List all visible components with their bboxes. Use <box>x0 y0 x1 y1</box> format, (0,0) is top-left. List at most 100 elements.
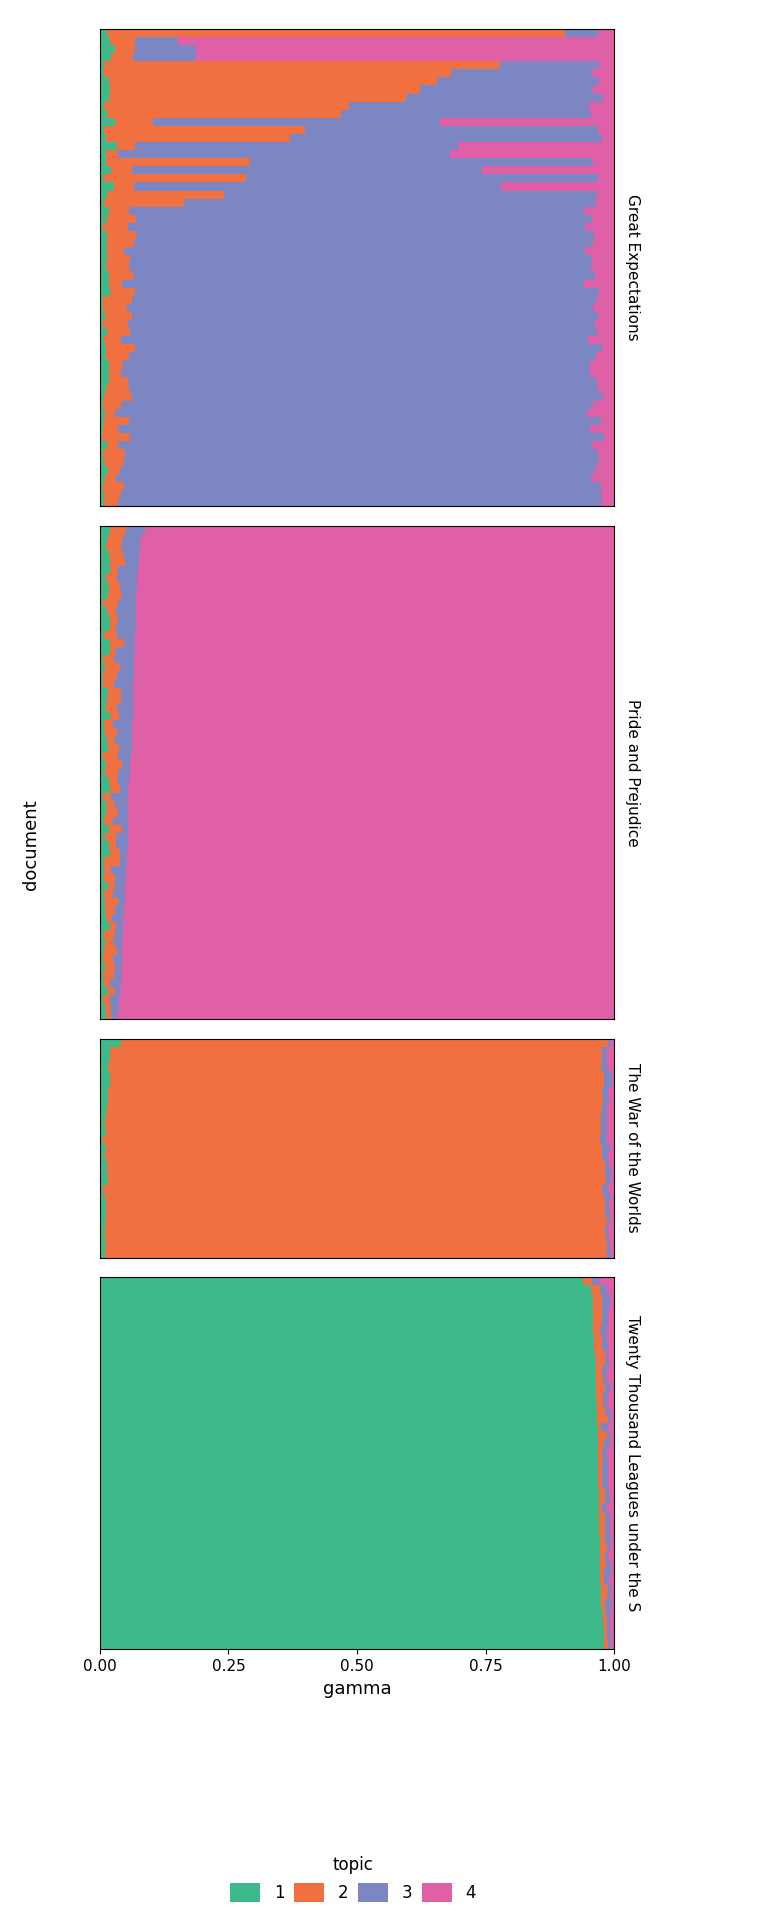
Bar <box>106 914 111 922</box>
Bar <box>593 240 614 248</box>
Bar <box>106 760 122 768</box>
Bar <box>100 434 102 442</box>
Bar <box>178 36 614 44</box>
Bar <box>601 1601 604 1609</box>
Bar <box>611 1039 614 1046</box>
Bar <box>564 29 598 36</box>
Bar <box>100 1233 105 1242</box>
Bar <box>100 1087 108 1096</box>
Bar <box>100 255 107 263</box>
Bar <box>106 150 118 157</box>
Bar <box>588 336 614 344</box>
Bar <box>106 1217 607 1225</box>
Bar <box>132 167 482 175</box>
Bar <box>110 526 126 534</box>
Bar <box>611 1642 614 1649</box>
Bar <box>108 1064 601 1071</box>
Bar <box>100 1104 108 1112</box>
Bar <box>114 655 134 664</box>
Bar <box>600 1561 607 1569</box>
Bar <box>100 922 110 931</box>
Bar <box>100 29 107 36</box>
Bar <box>127 841 614 849</box>
Bar <box>123 534 141 541</box>
Bar <box>608 1087 614 1096</box>
Bar <box>601 1185 607 1192</box>
Bar <box>103 296 131 303</box>
Bar <box>595 198 614 207</box>
Bar <box>100 296 103 303</box>
Bar <box>602 497 614 507</box>
Bar <box>110 647 116 655</box>
Bar <box>100 720 104 728</box>
Bar <box>130 760 614 768</box>
Bar <box>100 376 109 384</box>
Bar <box>598 1430 607 1440</box>
Bar <box>500 61 599 69</box>
Bar <box>100 1480 598 1488</box>
Bar <box>104 962 115 972</box>
Bar <box>100 599 103 607</box>
Bar <box>600 1544 607 1553</box>
Bar <box>601 1064 607 1071</box>
Bar <box>110 622 116 632</box>
Bar <box>604 1569 611 1576</box>
Bar <box>106 344 135 351</box>
Bar <box>607 1129 614 1137</box>
Bar <box>437 77 599 84</box>
Bar <box>599 1277 614 1286</box>
Bar <box>450 150 614 157</box>
Bar <box>100 735 107 745</box>
Bar <box>611 1415 614 1423</box>
Bar <box>130 768 614 776</box>
Bar <box>100 1250 104 1258</box>
Bar <box>100 695 107 705</box>
Bar <box>100 1536 600 1544</box>
Bar <box>111 914 123 922</box>
Bar <box>108 987 114 995</box>
Bar <box>100 84 110 94</box>
Bar <box>611 1430 614 1440</box>
Bar <box>108 776 118 785</box>
Bar <box>118 753 131 760</box>
Bar <box>604 1617 607 1624</box>
Bar <box>108 328 131 336</box>
Bar <box>607 1185 614 1192</box>
Bar <box>118 142 134 150</box>
Bar <box>246 175 598 182</box>
Bar <box>141 541 614 551</box>
Bar <box>100 1225 104 1233</box>
Bar <box>100 622 110 632</box>
Bar <box>138 566 614 574</box>
Bar <box>610 1521 614 1528</box>
Bar <box>598 1480 601 1488</box>
Bar <box>119 712 133 720</box>
Bar <box>118 497 602 507</box>
Bar <box>602 1056 607 1064</box>
Bar <box>100 142 118 150</box>
Bar <box>105 1192 604 1200</box>
Bar <box>100 1071 110 1079</box>
Bar <box>107 1169 605 1177</box>
Bar <box>599 61 614 69</box>
Bar <box>116 922 123 931</box>
Bar <box>110 922 116 931</box>
Bar <box>100 1400 597 1407</box>
Bar <box>120 664 134 672</box>
Bar <box>607 1390 614 1400</box>
Bar <box>196 44 614 54</box>
Bar <box>100 207 109 215</box>
Bar <box>118 442 592 449</box>
Bar <box>606 1233 610 1242</box>
Bar <box>100 240 108 248</box>
Bar <box>100 1039 121 1046</box>
Bar <box>108 1096 603 1104</box>
Bar <box>100 1584 601 1594</box>
Bar <box>100 858 104 866</box>
Bar <box>592 442 614 449</box>
Bar <box>598 1423 601 1430</box>
Bar <box>107 255 130 263</box>
Bar <box>593 1302 602 1309</box>
Bar <box>134 54 196 61</box>
Bar <box>584 207 614 215</box>
